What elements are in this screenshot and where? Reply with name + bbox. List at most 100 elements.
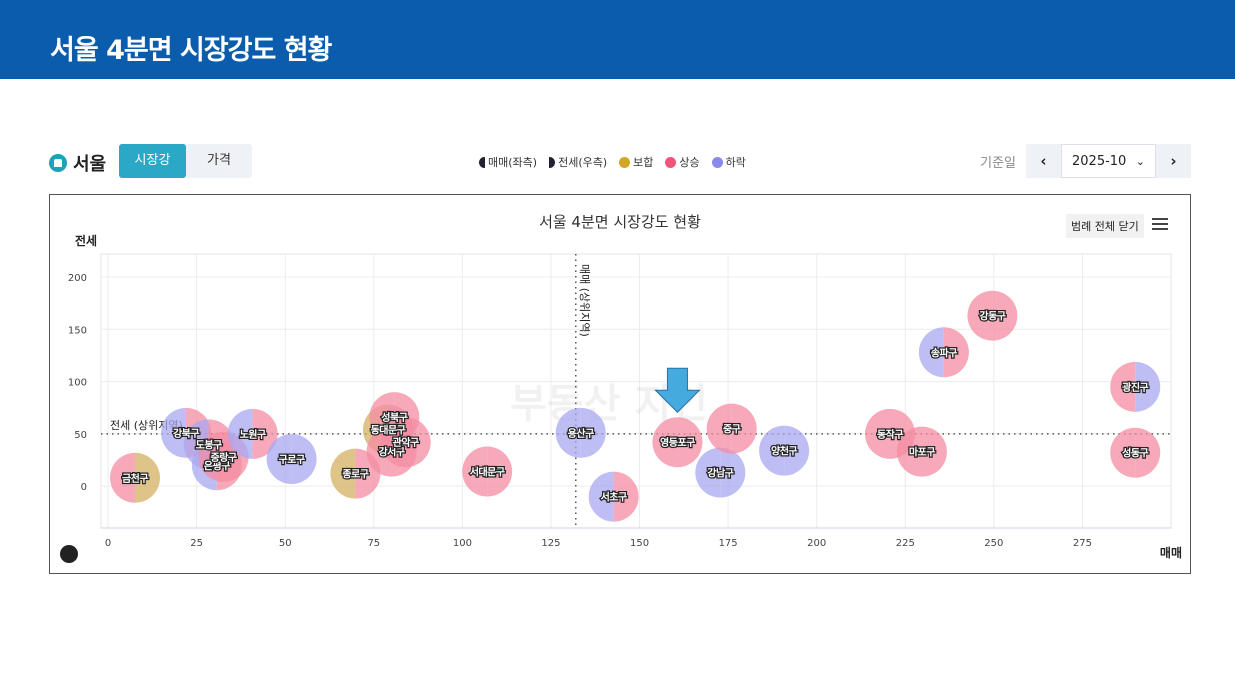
legend-up[interactable]: 상승	[665, 154, 700, 170]
chart-title: 서울 4분면 시장강도 현황	[539, 213, 701, 231]
bubble-sale-half	[161, 407, 187, 458]
dot-icon	[711, 156, 723, 168]
legend-close-button[interactable]: 범례 전체 닫기	[1066, 214, 1144, 238]
next-date-button[interactable]: ›	[1156, 144, 1191, 178]
x-tick-label: 250	[984, 538, 1003, 549]
logo-icon	[60, 545, 78, 563]
bubble-jeonse-half	[731, 403, 757, 454]
bubble-jeonse-half	[992, 290, 1018, 341]
y-tick-label: 50	[74, 430, 87, 441]
legend: 매매(좌측) 전세(우측) 보합 상승 하락	[479, 154, 746, 170]
hamburger-icon[interactable]	[1152, 218, 1168, 233]
y-tick-label: 100	[68, 378, 87, 389]
bubble-sale-half	[967, 290, 993, 341]
bubble-label: 노원구	[240, 428, 266, 441]
bubble-sale-half	[555, 407, 581, 458]
bubble-label: 구로구	[279, 454, 305, 466]
y-tick-label: 200	[68, 273, 87, 284]
tab-market-strength[interactable]: 시장강도	[119, 144, 186, 202]
bubble-jeonse-half	[921, 426, 947, 477]
bubble-label: 마포구	[909, 446, 935, 459]
x-tick-label: 200	[807, 538, 826, 549]
bubble-label: 강동구	[979, 310, 1005, 323]
bubble-jeonse-half	[943, 327, 969, 378]
legend-sale[interactable]: 매매(좌측)	[479, 154, 537, 170]
bubble-sale-half	[706, 403, 732, 454]
x-tick-label: 275	[1073, 538, 1092, 549]
bubble-label: 동대문구	[371, 424, 406, 437]
view-tabs: 시장강도 가격	[119, 144, 252, 202]
legend-down[interactable]: 하락	[711, 154, 746, 170]
bubble-label: 은평구	[204, 459, 230, 472]
bubble-label: 서초구	[601, 491, 627, 504]
dot-icon	[665, 156, 677, 168]
bubble-jeonse-half	[720, 447, 746, 498]
bubble-sale-half	[865, 408, 891, 459]
bubble-jeonse-half	[1135, 427, 1161, 478]
bubble-jeonse-half	[487, 446, 513, 497]
bubble-sale-half	[227, 408, 253, 459]
date-control: 기준일 ‹ 2025-10 ⌄ ›	[980, 144, 1191, 178]
x-tick-label: 175	[719, 538, 738, 549]
bubble-label: 중랑구	[211, 452, 237, 464]
bubble-label: 서대문구	[470, 466, 505, 479]
legend-label: 상승	[679, 156, 700, 169]
y-tick-label: 0	[81, 482, 87, 493]
bubble-label: 동작구	[877, 428, 903, 441]
bubble-label: 도봉구	[196, 439, 222, 451]
bubble-label: 양천구	[771, 445, 797, 458]
bubble-label: 강북구	[173, 427, 199, 440]
dot-icon	[619, 156, 631, 168]
vertical-reference-label: 매매 (상위지역)	[578, 264, 591, 337]
bubble-sale-half	[588, 471, 614, 522]
right-half-circle-icon	[549, 156, 556, 168]
bubble-label: 관악구	[393, 436, 419, 449]
bubble-sale-half	[110, 452, 136, 503]
page-title: 서울 4분면 시장강도 현황	[50, 35, 332, 66]
y-axis-label: 전세	[75, 233, 97, 248]
x-tick-label: 25	[190, 538, 203, 549]
bubble-sale-half	[896, 426, 922, 477]
bubble-sale-half	[652, 417, 678, 468]
left-half-circle-icon	[479, 156, 485, 168]
bubble-sale-half	[198, 431, 224, 482]
bubble-chart: 서울 4분면 시장강도 현황 0 25 50 75 100 125 150 175 200 225 2…	[60, 213, 1182, 563]
bubble-sale-half	[330, 448, 356, 499]
bubble-sale-half	[695, 447, 721, 498]
x-tick-label: 100	[453, 538, 472, 549]
highlight-arrow-icon	[654, 367, 701, 413]
prev-date-button[interactable]: ‹	[1026, 144, 1061, 178]
bubble-jeonse-half	[135, 452, 161, 503]
bubble-sale-half	[918, 327, 944, 378]
toolbar: 서울 시장강도 가격 매매(좌측) 전세(우측) 보합 상승 하락 기준일 ‹ …	[49, 144, 1191, 202]
bubble-label: 성북구	[381, 411, 407, 424]
region-label: 서울	[49, 150, 106, 176]
legend-jeonse[interactable]: 전세(우측)	[549, 154, 607, 170]
chevron-down-icon: ⌄	[1135, 154, 1145, 168]
bubble-jeonse-half	[1135, 361, 1161, 412]
chevron-left-icon: ‹	[1040, 152, 1047, 170]
bubble-label: 용산구	[568, 427, 594, 440]
legend-label: 매매(좌측)	[488, 156, 538, 169]
legend-label: 전세(우측)	[558, 156, 608, 169]
x-tick-label: 75	[367, 538, 380, 549]
bubble-sale-half	[380, 417, 406, 468]
bubble-jeonse-half	[677, 417, 703, 468]
bubble-label: 송파구	[931, 346, 957, 359]
legend-flat[interactable]: 보합	[619, 154, 653, 170]
bubble-label: 종로구	[342, 469, 368, 481]
bubble-label: 금천구	[122, 472, 148, 485]
tab-price[interactable]: 가격	[207, 153, 231, 168]
bubble-label: 광진구	[1122, 381, 1148, 394]
bubble-jeonse-half	[580, 407, 606, 458]
date-select[interactable]: 2025-10 ⌄	[1061, 144, 1156, 178]
bubble-label: 성동구	[1122, 447, 1148, 460]
x-axis-label: 매매	[1160, 545, 1182, 560]
date-label: 기준일	[980, 155, 1016, 171]
bubble-label: 강서구	[378, 446, 404, 459]
page-header: 서울 4분면 시장강도 현황	[0, 0, 1235, 79]
bubble-sale-half	[1110, 361, 1136, 412]
x-tick-label: 150	[630, 538, 649, 549]
legend-label: 보합	[633, 156, 654, 169]
chevron-right-icon: ›	[1170, 152, 1177, 170]
